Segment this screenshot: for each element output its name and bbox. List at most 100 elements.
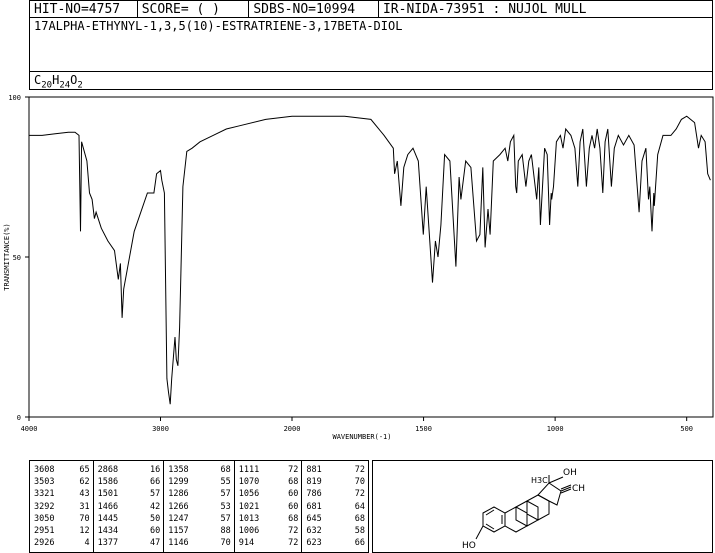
peak-row: 3321 43 — [34, 488, 90, 500]
peak-wavenumber: 3292 — [34, 501, 55, 512]
peak-row: 1056 60 — [239, 488, 299, 500]
compound-name-box: 17ALPHA-ETHYNYL-1,3,5(10)-ESTRATRIENE-3,… — [29, 17, 713, 72]
peak-wavenumber: 645 — [306, 513, 322, 524]
peak-transmittance: 53 — [220, 501, 231, 512]
peak-wavenumber: 632 — [306, 526, 322, 537]
peak-wavenumber: 1445 — [97, 513, 119, 524]
peak-transmittance: 16 — [149, 465, 161, 475]
hydroxyl-label: HO — [462, 541, 476, 551]
peak-row: 1070 68 — [239, 476, 299, 488]
peak-row: 1006 72 — [239, 525, 299, 537]
y-axis: 0 50 100 — [8, 94, 29, 422]
peak-row: 1021 60 — [239, 501, 299, 513]
sdbs-number: SDBS-NO=10994 — [249, 1, 379, 17]
peak-row: 645 68 — [306, 513, 365, 525]
peak-wavenumber: 881 — [306, 465, 322, 475]
peak-row: 881 72 — [306, 464, 365, 476]
x-axis: 4000 3000 2000 1500 1000 500 — [21, 417, 693, 433]
methyl-label: H3C — [531, 476, 548, 485]
alkyne-label: CH — [572, 484, 585, 494]
peak-wavenumber: 623 — [306, 538, 322, 549]
peak-transmittance: 70 — [220, 538, 231, 549]
peak-transmittance: 57 — [220, 489, 231, 500]
peak-row: 1299 55 — [168, 476, 231, 488]
peak-wavenumber: 1501 — [97, 489, 119, 500]
peak-transmittance: 66 — [149, 477, 161, 488]
peak-transmittance: 42 — [149, 501, 161, 512]
peak-transmittance: 68 — [220, 465, 231, 475]
peak-transmittance: 66 — [354, 538, 365, 549]
peak-row: 914 72 — [239, 537, 299, 549]
y-tick-label: 50 — [13, 254, 21, 262]
peak-wavenumber: 2926 — [34, 538, 55, 549]
peak-wavenumber: 1013 — [238, 513, 260, 524]
peak-wavenumber: 1247 — [168, 513, 189, 524]
peak-row: 1434 60 — [98, 525, 161, 537]
peak-transmittance: 4 — [84, 538, 90, 549]
x-tick-label: 1500 — [415, 425, 432, 433]
x-tick-label: 1000 — [547, 425, 564, 433]
peak-wavenumber: 3503 — [34, 477, 55, 488]
peak-wavenumber: 1070 — [238, 477, 260, 488]
peak-transmittance: 60 — [288, 489, 299, 500]
peak-row: 3608 65 — [34, 464, 90, 476]
peak-transmittance: 60 — [288, 501, 299, 512]
ir-identifier: IR-NIDA-73951 : NUJOL MULL — [382, 2, 587, 17]
peak-row: 1266 53 — [168, 501, 231, 513]
peak-wavenumber: 2951 — [34, 526, 55, 537]
ir-spectrum-chart: 0 50 100 4000 3000 2000 1500 1000 500 WAVENUMBE… — [3, 94, 714, 441]
peak-row: 681 64 — [306, 501, 365, 513]
compound-name: 17ALPHA-ETHYNYL-1,3,5(10)-ESTRATRIENE-3,… — [34, 19, 403, 33]
peak-transmittance: 72 — [354, 489, 365, 500]
y-tick-label: 0 — [17, 414, 21, 422]
peak-transmittance: 62 — [79, 477, 90, 488]
peak-wavenumber: 3321 — [34, 489, 55, 500]
peak-table: 3608 65 3503 62 3321 43 3292 31 3050 70 2951 12 2926… — [29, 460, 369, 553]
peak-row: 1013 68 — [239, 513, 299, 525]
peak-row: 1377 47 — [98, 537, 161, 549]
peak-row: 1247 57 — [168, 513, 231, 525]
peak-row: 786 72 — [306, 488, 365, 500]
peak-row: 2951 12 — [34, 525, 90, 537]
peak-transmittance: 31 — [79, 501, 90, 512]
peak-row: 1286 57 — [168, 488, 231, 500]
peak-wavenumber: 914 — [238, 538, 255, 549]
peak-transmittance: 72 — [288, 465, 299, 475]
structure-diagram: OH H3C CH HO — [372, 460, 713, 553]
peak-wavenumber: 1056 — [238, 489, 260, 500]
peak-wavenumber: 1586 — [97, 477, 119, 488]
peak-wavenumber: 1466 — [97, 501, 119, 512]
peak-wavenumber: 1286 — [168, 489, 189, 500]
peak-row: 1586 66 — [98, 476, 161, 488]
molecular-formula: C20H24O2 — [34, 73, 83, 91]
peak-transmittance: 72 — [354, 465, 365, 475]
peak-row: 623 66 — [306, 537, 365, 549]
peak-row: 3503 62 — [34, 476, 90, 488]
peak-transmittance: 65 — [79, 465, 90, 475]
header-row: HIT-NO=4757 SCORE= ( ) SDBS-NO=10994 IR-… — [29, 0, 713, 18]
peak-wavenumber: 2868 — [97, 465, 119, 475]
x-axis-label: WAVENUMBER(-1) — [332, 433, 391, 441]
peak-row: 1358 68 — [168, 464, 231, 476]
oh-label: OH — [563, 468, 577, 478]
peak-transmittance: 58 — [354, 526, 365, 537]
peak-column: 3608 65 3503 62 3321 43 3292 31 3050 70 2951 12 2926… — [30, 461, 94, 552]
x-tick-label: 4000 — [21, 425, 38, 433]
peak-wavenumber: 1266 — [168, 501, 189, 512]
peak-row: 2868 16 — [98, 464, 161, 476]
peak-row: 2926 4 — [34, 537, 90, 549]
peak-row: 1466 42 — [98, 501, 161, 513]
peak-transmittance: 50 — [149, 513, 161, 524]
peak-column: 2868 16 1586 66 1501 57 1466 42 1445 50 1434 60 1377… — [94, 461, 165, 552]
score: SCORE= ( ) — [138, 1, 250, 17]
formula-box: C20H24O2 — [29, 71, 713, 90]
x-tick-label: 3000 — [152, 425, 169, 433]
peak-transmittance: 57 — [220, 513, 231, 524]
peak-transmittance: 55 — [220, 477, 231, 488]
peak-transmittance: 43 — [79, 489, 90, 500]
peak-transmittance: 57 — [149, 489, 161, 500]
peak-wavenumber: 1021 — [238, 501, 260, 512]
peak-row: 3292 31 — [34, 501, 90, 513]
peak-wavenumber: 1299 — [168, 477, 189, 488]
peak-transmittance: 72 — [288, 538, 299, 549]
